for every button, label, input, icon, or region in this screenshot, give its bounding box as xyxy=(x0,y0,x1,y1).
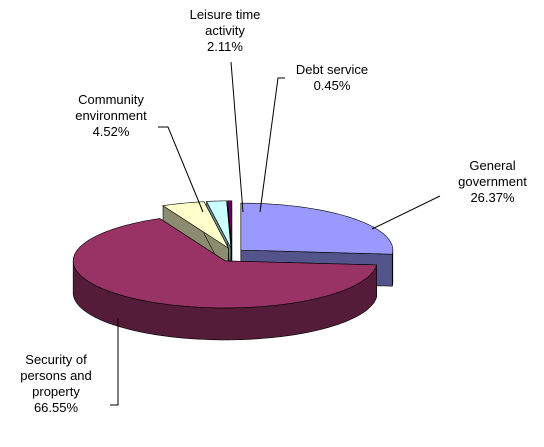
leader-line xyxy=(230,61,244,213)
label-name: Leisure time activity xyxy=(189,7,261,38)
leader-line xyxy=(259,77,285,213)
slice-label: Community environment 4.52% xyxy=(62,92,160,140)
slice-top xyxy=(72,218,378,309)
leader-line xyxy=(158,126,204,213)
label-value: 0.45% xyxy=(313,78,351,93)
label-name: General government xyxy=(458,158,527,189)
slice-top xyxy=(227,200,233,248)
slice-top xyxy=(206,200,232,248)
label-value: 2.11% xyxy=(207,39,243,54)
label-value: 66.55% xyxy=(33,400,79,415)
label-name: Security of persons and property xyxy=(20,352,92,399)
leader-line xyxy=(110,318,119,406)
slice-top xyxy=(240,202,394,255)
slice-label: General government 26.37% xyxy=(445,158,540,206)
label-value: 26.37% xyxy=(470,190,515,205)
leader-line xyxy=(371,195,441,230)
slice-label: Security of persons and property 66.55% xyxy=(8,352,104,416)
slice xyxy=(72,217,378,341)
slice-label: Leisure time activity 2.11% xyxy=(172,7,278,55)
leader-lines xyxy=(110,61,441,406)
label-value: 4.52% xyxy=(92,124,130,139)
label-name: Community environment xyxy=(75,92,147,123)
slice-side xyxy=(391,250,394,287)
label-name: Debt service xyxy=(295,62,369,77)
slice-label: Debt service 0.45% xyxy=(286,62,378,94)
